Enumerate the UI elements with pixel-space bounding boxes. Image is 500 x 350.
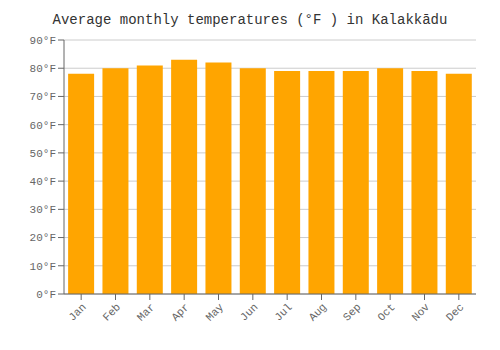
svg-text:60°F: 60°F (30, 120, 56, 132)
svg-text:Sep: Sep (341, 301, 363, 323)
svg-text:90°F: 90°F (30, 35, 56, 47)
svg-text:Jan: Jan (66, 301, 88, 323)
svg-text:20°F: 20°F (30, 232, 56, 244)
svg-text:30°F: 30°F (30, 204, 56, 216)
svg-text:10°F: 10°F (30, 261, 56, 273)
svg-text:40°F: 40°F (30, 176, 56, 188)
svg-text:70°F: 70°F (30, 91, 56, 103)
svg-text:80°F: 80°F (30, 63, 56, 75)
svg-text:Mar: Mar (135, 301, 157, 323)
svg-text:Jun: Jun (238, 301, 260, 323)
svg-text:50°F: 50°F (30, 148, 56, 160)
svg-text:Apr: Apr (169, 301, 191, 323)
svg-text:Jul: Jul (272, 301, 294, 323)
svg-text:Feb: Feb (101, 301, 123, 323)
svg-text:Nov: Nov (410, 301, 433, 324)
svg-text:Aug: Aug (307, 301, 329, 323)
html-text:Average monthly temperatures (: Average monthly temperatures (°F ) in Ka… (52, 12, 448, 28)
svg-text:May: May (204, 301, 227, 324)
svg-text:Dec: Dec (444, 301, 466, 323)
svg-text:Oct: Oct (375, 301, 397, 323)
svg-text:0°F: 0°F (36, 289, 56, 301)
